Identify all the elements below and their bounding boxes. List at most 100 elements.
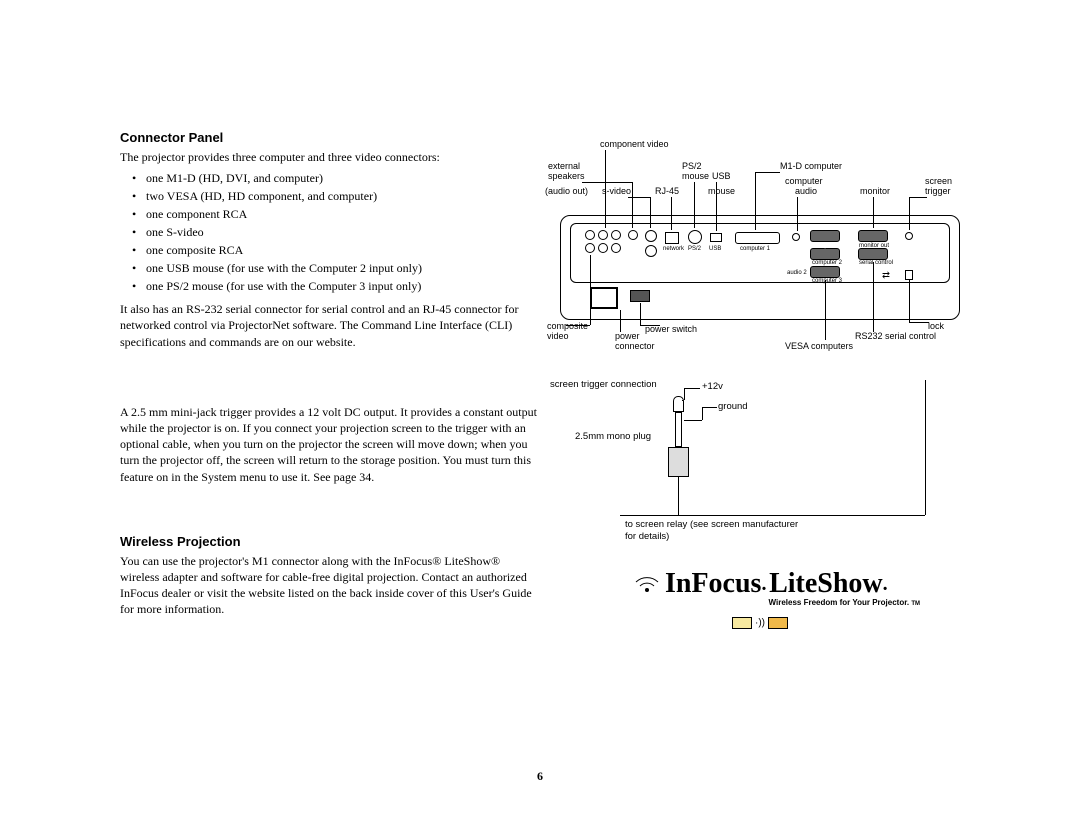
label: screen trigger connection (550, 380, 657, 390)
lock-port (905, 270, 913, 280)
label: connector (615, 342, 655, 351)
logo-sub: Wireless Freedom for Your Projector. (769, 598, 910, 607)
plug-tip-round (673, 396, 684, 412)
label: USB (712, 172, 731, 181)
wire (925, 380, 926, 515)
waves-icon: ·)) (752, 618, 768, 629)
leader-line (909, 197, 910, 230)
leader-line (605, 150, 606, 228)
list-item: one component RCA (132, 205, 540, 223)
leader-line (640, 325, 660, 326)
leader-line (628, 197, 650, 198)
label: s-video (602, 187, 631, 196)
logo-dot: . (883, 573, 888, 595)
tiny-label: monitor out (859, 243, 889, 249)
svideo-port (645, 230, 657, 242)
list-item: one M1-D (HD, DVI, and computer) (132, 169, 540, 187)
label: mouse (682, 172, 709, 181)
badge-icon (768, 617, 788, 629)
leader-line (682, 400, 683, 401)
leader-line (702, 407, 703, 420)
leader-line (702, 407, 717, 408)
label: RJ-45 (655, 187, 679, 196)
list-item: two VESA (HD, HD component, and computer… (132, 187, 540, 205)
leader-line (632, 182, 633, 228)
label: speakers (548, 172, 585, 181)
leader-line (873, 262, 874, 332)
label: trigger (925, 187, 951, 196)
ps2-port (688, 230, 702, 244)
vesa-port (810, 230, 840, 242)
plug-body (668, 447, 689, 477)
section1-title: Connector Panel (120, 130, 540, 145)
wire (678, 477, 679, 515)
leader-line (582, 182, 632, 183)
section2-title: Wireless Projection (120, 534, 540, 549)
left-column: Connector Panel The projector provides t… (120, 130, 540, 629)
list-item: one PS/2 mouse (for use with the Compute… (132, 277, 540, 295)
leader-line (566, 325, 590, 326)
label: +12v (702, 382, 723, 392)
label: 2.5mm mono plug (575, 432, 651, 442)
tiny-label: computer 3 (812, 278, 842, 284)
m1d-port (735, 232, 780, 244)
tiny-label: computer 1 (740, 246, 770, 252)
leader-line (694, 182, 695, 228)
label: to screen relay (see screen manufacturer (625, 520, 798, 530)
usb-port (710, 233, 722, 242)
liteshow-logo: InFocus. LiteShow. Wireless Freedom for … (560, 568, 960, 629)
rca-port (611, 230, 621, 240)
label: for details) (625, 532, 669, 542)
rca-port (611, 243, 621, 253)
badge-icon (732, 617, 752, 629)
logo-text2: LiteShow (769, 568, 883, 599)
leader-line (909, 322, 929, 323)
audio-out-port (628, 230, 638, 240)
leader-line (684, 388, 685, 400)
trigger-diagram: screen trigger connection +12v ground 2.… (560, 380, 960, 560)
leader-line (873, 197, 874, 228)
section1-para2: It also has an RS-232 serial connector f… (120, 301, 540, 350)
label: M1-D computer (780, 162, 842, 171)
label: RS232 serial control (855, 332, 936, 341)
power-switch-port (630, 290, 650, 302)
leader-line (716, 182, 717, 231)
label: component video (600, 140, 669, 149)
monitor-port (858, 230, 888, 242)
leader-line (620, 310, 621, 332)
label: mouse (708, 187, 735, 196)
label: ground (718, 402, 748, 412)
misc-port (645, 245, 657, 257)
tiny-label: USB (709, 246, 721, 252)
section1-para3: A 2.5 mm mini-jack trigger provides a 12… (120, 404, 540, 485)
label: lock (928, 322, 944, 331)
section1-intro: The projector provides three computer an… (120, 149, 540, 165)
right-column: ⇄ network PS/2 USB computer 1 computer c… (560, 130, 980, 629)
leader-line (590, 255, 591, 325)
leader-line (640, 303, 641, 325)
leader-line (671, 197, 672, 230)
label: power switch (645, 325, 697, 334)
leader-line (684, 420, 702, 421)
label: VESA computers (785, 342, 853, 351)
badge-row: ·)) (560, 617, 960, 629)
connector-panel-diagram: ⇄ network PS/2 USB computer 1 computer c… (560, 140, 960, 360)
audio-port (792, 233, 800, 241)
tiny-label: network (663, 246, 684, 252)
rca-port (585, 230, 595, 240)
logo-dot: . (761, 573, 766, 595)
vesa-port (810, 266, 840, 278)
leader-line (650, 197, 651, 228)
leader-line (797, 197, 798, 231)
rca-port (598, 243, 608, 253)
connector-list: one M1-D (HD, DVI, and computer) two VES… (120, 169, 540, 295)
tiny-label: PS/2 (688, 246, 701, 252)
label: (audio out) (545, 187, 588, 196)
tiny-label: computer 2 (812, 260, 842, 266)
label: video (547, 332, 569, 341)
tiny-label: serial control (859, 260, 893, 266)
page-number: 6 (0, 769, 1080, 784)
leader-line (909, 280, 910, 322)
label: audio (795, 187, 817, 196)
net-icon: ⇄ (882, 270, 894, 278)
